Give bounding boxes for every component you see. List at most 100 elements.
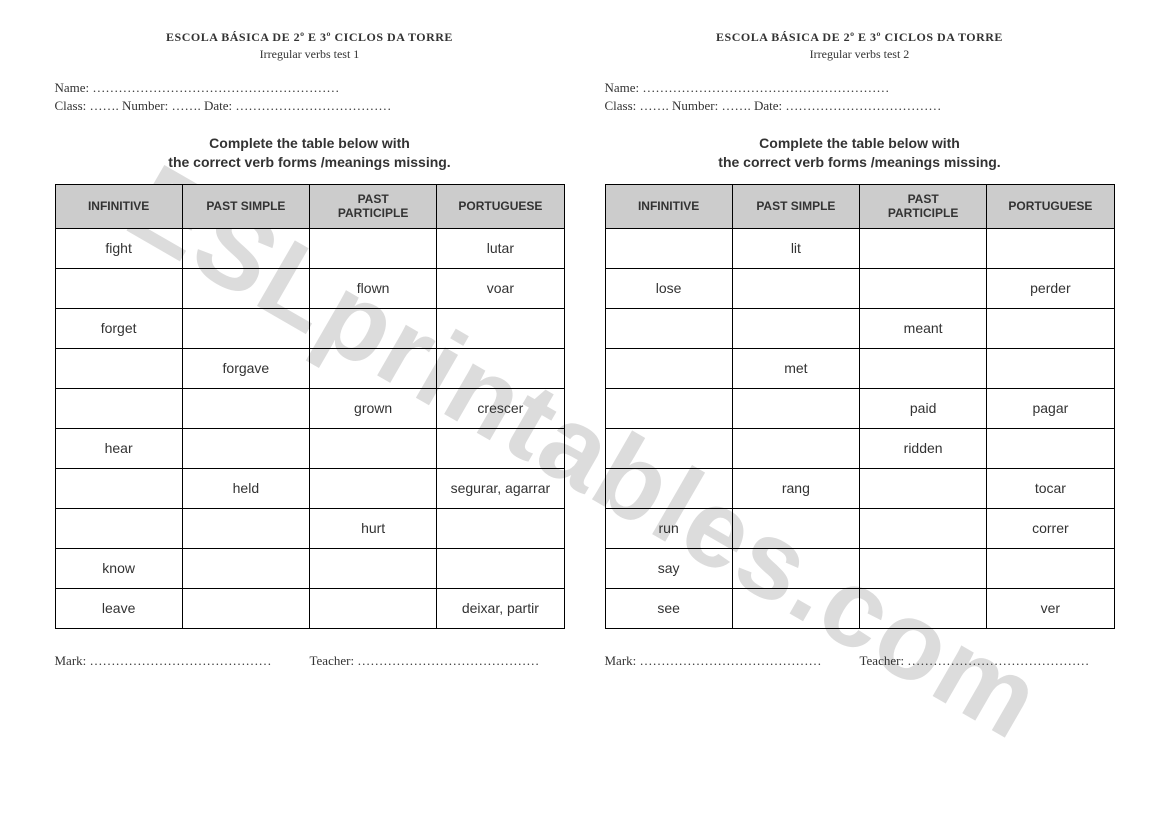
verb-table-1: INFINITIVE PAST SIMPLE PASTPARTICIPLE PO… [55,184,565,629]
instruction-line2: the correct verb forms /meanings missing… [718,154,1000,170]
table-cell [605,308,732,348]
teacher-label: Teacher: …………………………………… [310,653,565,669]
table-cell: segurar, agarrar [437,468,564,508]
class-line: Class: ……. Number: ……. Date: ……………………………… [605,98,1115,114]
table-cell [55,388,182,428]
table-cell: correr [987,508,1114,548]
table-cell [860,548,987,588]
table-cell [732,388,859,428]
table-cell [732,548,859,588]
table-cell [182,388,309,428]
table-cell [310,348,437,388]
table-cell: forgave [182,348,309,388]
table-cell: met [732,348,859,388]
table-row: seever [605,588,1114,628]
page-container: ESCOLA BÁSICA DE 2º E 3º CICLOS DA TORRE… [40,30,1129,669]
name-line: Name: ………………………………………………… [55,80,565,96]
table-cell [55,468,182,508]
table-row: ridden [605,428,1114,468]
footer-line: Mark: …………………………………… Teacher: …………………………… [605,653,1115,669]
col-past-simple: PAST SIMPLE [182,184,309,228]
table-row: say [605,548,1114,588]
table-cell [437,508,564,548]
table-cell [860,228,987,268]
table-cell [182,308,309,348]
school-title: ESCOLA BÁSICA DE 2º E 3º CICLOS DA TORRE [55,30,565,45]
table-cell: run [605,508,732,548]
table-row: leave deixar, partir [55,588,564,628]
table-body-1: fightlutarflownvoarforgetforgavegrowncre… [55,228,564,628]
class-line: Class: ……. Number: ……. Date: ……………………………… [55,98,565,114]
table-cell [310,428,437,468]
table-cell: held [182,468,309,508]
table-cell [605,388,732,428]
table-cell [310,548,437,588]
col-infinitive: INFINITIVE [605,184,732,228]
table-cell: leave [55,588,182,628]
col-infinitive: INFINITIVE [55,184,182,228]
worksheet-1: ESCOLA BÁSICA DE 2º E 3º CICLOS DA TORRE… [55,30,565,669]
instruction-line1: Complete the table below with [209,135,410,151]
table-cell: meant [860,308,987,348]
table-cell [55,268,182,308]
table-row: know [55,548,564,588]
table-cell: crescer [437,388,564,428]
table-cell: deixar, partir [437,588,564,628]
col-portuguese: PORTUGUESE [987,184,1114,228]
table-cell: fight [55,228,182,268]
table-cell: voar [437,268,564,308]
table-cell [860,268,987,308]
table-row: lose perder [605,268,1114,308]
table-cell: lit [732,228,859,268]
table-cell: lose [605,268,732,308]
instruction-line1: Complete the table below with [759,135,960,151]
table-cell [987,308,1114,348]
table-cell [732,508,859,548]
table-row: forgave [55,348,564,388]
table-cell [437,308,564,348]
table-cell: grown [310,388,437,428]
table-cell [860,508,987,548]
table-cell [605,468,732,508]
worksheet-2: ESCOLA BÁSICA DE 2º E 3º CICLOS DA TORRE… [605,30,1115,669]
table-header-row: INFINITIVE PAST SIMPLE PASTPARTICIPLE PO… [605,184,1114,228]
worksheet-subtitle: Irregular verbs test 1 [55,47,565,62]
table-cell [437,428,564,468]
mark-label: Mark: …………………………………… [55,653,310,669]
table-cell: forget [55,308,182,348]
col-past-participle: PASTPARTICIPLE [310,184,437,228]
table-cell [605,348,732,388]
footer-line: Mark: …………………………………… Teacher: …………………………… [55,653,565,669]
table-cell: tocar [987,468,1114,508]
mark-label: Mark: …………………………………… [605,653,860,669]
table-cell [605,228,732,268]
table-cell [310,228,437,268]
table-cell [182,508,309,548]
table-cell: see [605,588,732,628]
verb-table-2: INFINITIVE PAST SIMPLE PASTPARTICIPLE PO… [605,184,1115,629]
table-cell: hurt [310,508,437,548]
instruction: Complete the table below with the correc… [605,134,1115,172]
table-cell [182,548,309,588]
table-cell: perder [987,268,1114,308]
table-cell [605,428,732,468]
table-row: flownvoar [55,268,564,308]
table-cell [860,348,987,388]
teacher-label: Teacher: …………………………………… [860,653,1115,669]
table-cell [182,588,309,628]
table-cell: hear [55,428,182,468]
table-cell [732,268,859,308]
table-cell [860,468,987,508]
table-cell: flown [310,268,437,308]
table-cell: rang [732,468,859,508]
table-row: met [605,348,1114,388]
table-row: hurt [55,508,564,548]
table-row: held segurar, agarrar [55,468,564,508]
table-cell [182,268,309,308]
table-body-2: litloseperdermeantmetpaidpagarriddenrang… [605,228,1114,628]
table-cell: paid [860,388,987,428]
table-row: run correr [605,508,1114,548]
table-cell [182,428,309,468]
instruction-line2: the correct verb forms /meanings missing… [168,154,450,170]
table-cell [310,468,437,508]
